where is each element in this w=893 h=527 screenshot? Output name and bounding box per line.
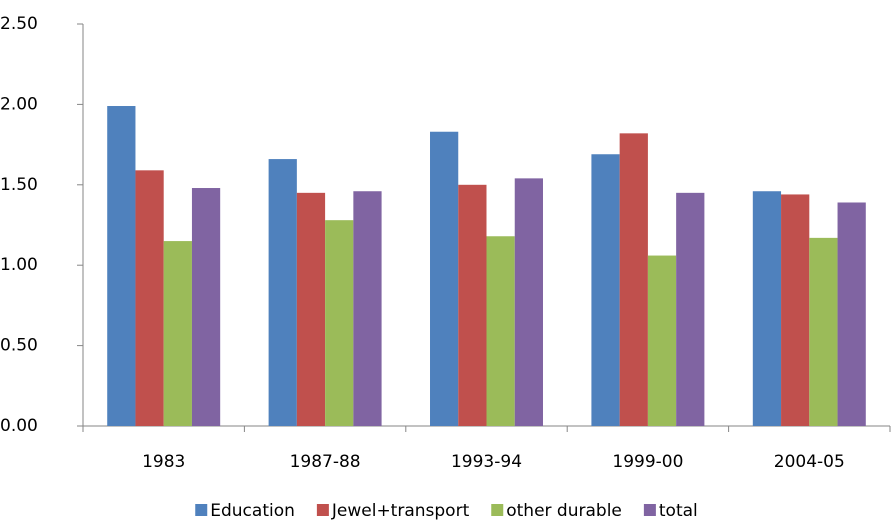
y-tick-label: 1.50 (0, 175, 38, 195)
bar (809, 237, 838, 426)
bar (135, 170, 164, 426)
bar (619, 133, 648, 426)
y-tick-label: 0.00 (0, 416, 38, 436)
x-tick-label: 1987-88 (290, 452, 361, 472)
bar (191, 188, 221, 426)
y-tick-label: 2.50 (0, 14, 38, 34)
bar (107, 106, 136, 427)
bar (325, 220, 354, 426)
bar (514, 178, 543, 426)
legend-swatch (643, 504, 656, 516)
bar (353, 191, 382, 426)
bar (486, 236, 515, 426)
bar (676, 192, 705, 426)
bar (268, 159, 297, 426)
bar (458, 184, 487, 426)
legend-label: Education (210, 501, 295, 521)
legend-label: total (659, 501, 698, 521)
bar (163, 241, 192, 426)
legend: Education Jewel+transport other durable tot… (195, 501, 698, 521)
bar (781, 194, 810, 426)
x-tick-label: 1983 (142, 452, 185, 472)
bar (837, 202, 866, 426)
legend-swatch (491, 504, 504, 516)
legend-label: Jewel+transport (331, 501, 470, 521)
bar (647, 255, 677, 426)
x-tick-label: 1993-94 (451, 452, 522, 472)
bar (591, 154, 620, 427)
bar (430, 131, 459, 426)
legend-swatch (316, 504, 329, 516)
y-tick-label: 2.00 (0, 94, 38, 114)
legend-swatch (195, 504, 208, 516)
x-tick-label: 2004-05 (774, 452, 845, 472)
y-tick-label: 0.50 (0, 336, 38, 356)
x-tick-label: 1999-00 (612, 452, 683, 472)
y-tick-label: 1.00 (0, 255, 38, 275)
legend-label: other durable (506, 501, 622, 521)
bar (296, 192, 326, 426)
bar (752, 191, 782, 426)
